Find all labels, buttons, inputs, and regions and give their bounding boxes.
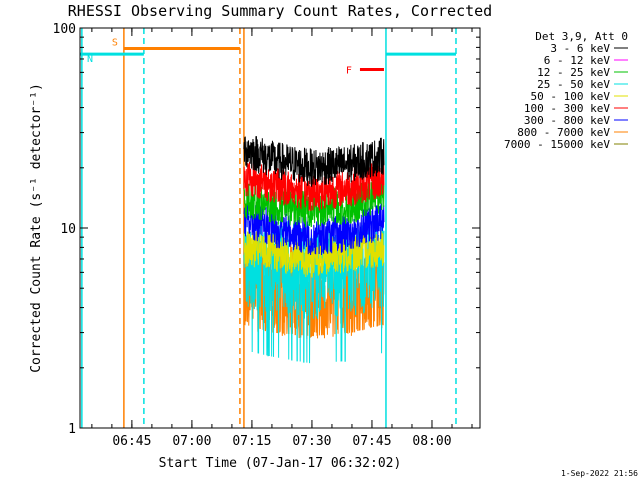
chart-title: RHESSI Observing Summary Count Rates, Co… [68,2,492,20]
x-tick-label: 07:45 [352,434,391,449]
marker-label: F [346,66,352,77]
axes: 06:45 07:00 07:15 07:30 07:45 08:00 1 10 100 [53,22,480,449]
y-tick-label: 100 [53,22,76,37]
legend-label: 25 - 50 keV [537,78,610,91]
series-line [243,202,385,256]
y-axis-label: Corrected Count Rate (s⁻¹ detector⁻¹) [29,83,44,373]
series-line [243,229,385,278]
x-tick-label: 07:15 [232,434,271,449]
legend-label: 800 - 7000 keV [517,126,610,139]
y-tick-label: 1 [68,422,76,437]
legend-title: Det 3,9, Att 0 [535,30,628,43]
x-tick-label: 07:30 [292,434,331,449]
legend-label: 7000 - 15000 keV [504,138,610,151]
y-tick-label: 10 [60,222,76,237]
legend-label: 6 - 12 keV [544,54,611,67]
series-line [243,177,385,228]
x-tick-label: 06:45 [112,434,151,449]
legend-label: 300 - 800 keV [524,114,610,127]
render-timestamp: 1-Sep-2022 21:56 [561,469,638,478]
x-tick-label: 07:00 [172,434,211,449]
legend-label: 3 - 6 keV [550,42,610,55]
marker-label: N [87,54,93,65]
x-tick-label: 08:00 [412,434,451,449]
legend-label: 50 - 100 keV [531,90,611,103]
series-line [243,161,385,212]
legend-label: 100 - 300 keV [524,102,610,115]
x-axis-label: Start Time (07-Jan-17 06:32:02) [159,456,402,471]
marker-label: S [112,37,118,48]
legend-label: 12 - 25 keV [537,66,610,79]
plot-area: S N F [80,28,457,428]
series-line [243,136,385,187]
